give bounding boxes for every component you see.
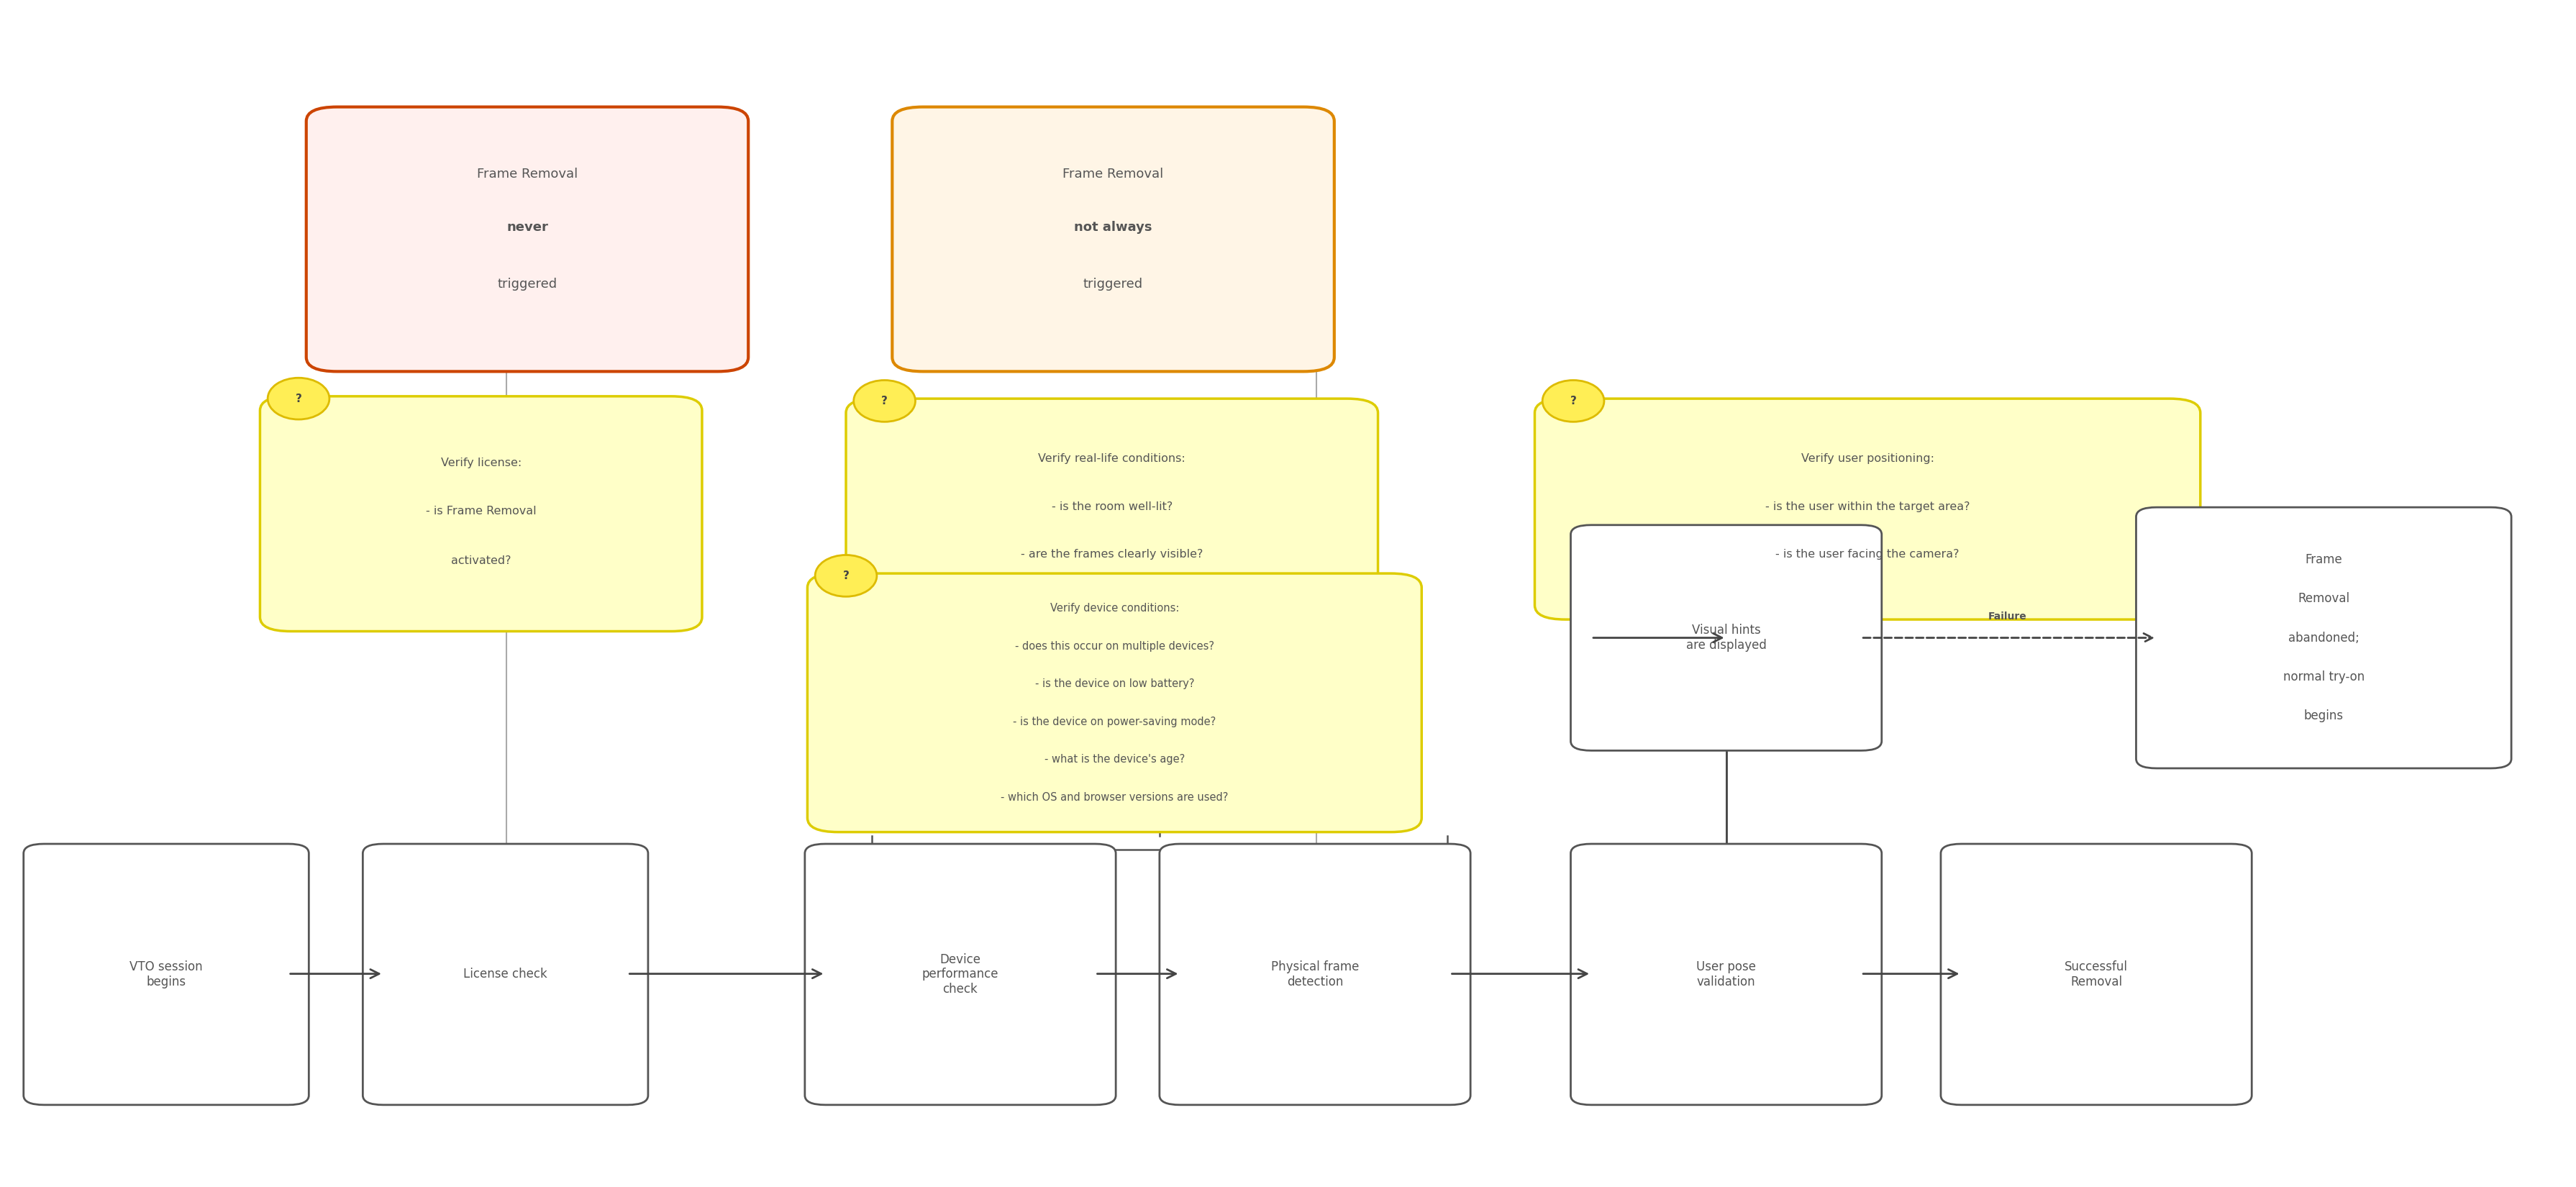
FancyBboxPatch shape [260, 396, 703, 631]
Text: Frame Removal: Frame Removal [1064, 167, 1164, 180]
Text: Verify device conditions:: Verify device conditions: [1051, 603, 1180, 614]
Text: Successful
Removal: Successful Removal [2063, 960, 2128, 989]
FancyBboxPatch shape [845, 399, 1378, 620]
FancyBboxPatch shape [363, 844, 649, 1105]
Text: User pose
validation: User pose validation [1698, 960, 1757, 989]
Ellipse shape [814, 556, 876, 597]
Text: - is Frame Removal: - is Frame Removal [425, 506, 536, 516]
Text: normal try-on: normal try-on [2282, 671, 2365, 684]
Text: Failure: Failure [1989, 611, 2027, 622]
FancyBboxPatch shape [891, 107, 1334, 372]
Text: - what is the device's age?: - what is the device's age? [1043, 754, 1185, 764]
Text: ?: ? [881, 395, 889, 406]
Text: Verify user positioning:: Verify user positioning: [1801, 453, 1935, 464]
FancyBboxPatch shape [804, 844, 1115, 1105]
Text: ?: ? [842, 571, 850, 582]
Text: Frame Removal: Frame Removal [477, 167, 577, 180]
Text: Physical frame
detection: Physical frame detection [1270, 960, 1360, 989]
Text: - does this occur on multiple devices?: - does this occur on multiple devices? [1015, 641, 1213, 652]
Text: not always: not always [1074, 221, 1151, 234]
FancyBboxPatch shape [23, 844, 309, 1105]
Text: VTO session
begins: VTO session begins [129, 960, 204, 989]
FancyBboxPatch shape [1571, 525, 1880, 750]
Text: - which OS and browser versions are used?: - which OS and browser versions are used… [999, 792, 1229, 802]
Text: - are the frames clearly visible?: - are the frames clearly visible? [1020, 548, 1203, 559]
FancyBboxPatch shape [806, 573, 1422, 832]
FancyBboxPatch shape [1940, 844, 2251, 1105]
Text: Verify license:: Verify license: [440, 458, 520, 469]
Text: - is the user within the target area?: - is the user within the target area? [1765, 501, 1971, 512]
Text: Visual hints
are displayed: Visual hints are displayed [1685, 624, 1767, 652]
FancyBboxPatch shape [1159, 844, 1471, 1105]
Text: - is the device on power-saving mode?: - is the device on power-saving mode? [1012, 716, 1216, 726]
Text: - is the device on low battery?: - is the device on low battery? [1036, 679, 1195, 690]
Text: ?: ? [1571, 395, 1577, 406]
Text: triggered: triggered [497, 278, 556, 291]
Text: Device
performance
check: Device performance check [922, 953, 999, 996]
Text: triggered: triggered [1084, 278, 1144, 291]
Ellipse shape [853, 380, 914, 421]
Text: never: never [507, 221, 549, 234]
Text: Verify real-life conditions:: Verify real-life conditions: [1038, 453, 1185, 464]
Text: abandoned;: abandoned; [2287, 631, 2360, 645]
Text: Removal: Removal [2298, 592, 2349, 605]
Ellipse shape [268, 377, 330, 419]
Text: - is the room well-lit?: - is the room well-lit? [1051, 501, 1172, 512]
Text: activated?: activated? [451, 556, 510, 566]
FancyBboxPatch shape [307, 107, 747, 372]
Text: License check: License check [464, 967, 549, 980]
FancyBboxPatch shape [1535, 399, 2200, 620]
Text: - is the user facing the camera?: - is the user facing the camera? [1775, 548, 1960, 559]
FancyBboxPatch shape [2136, 507, 2512, 768]
FancyBboxPatch shape [1571, 844, 1880, 1105]
Text: begins: begins [2303, 710, 2344, 722]
Ellipse shape [1543, 380, 1605, 421]
Text: ?: ? [296, 393, 301, 404]
Text: Frame: Frame [2306, 553, 2342, 566]
